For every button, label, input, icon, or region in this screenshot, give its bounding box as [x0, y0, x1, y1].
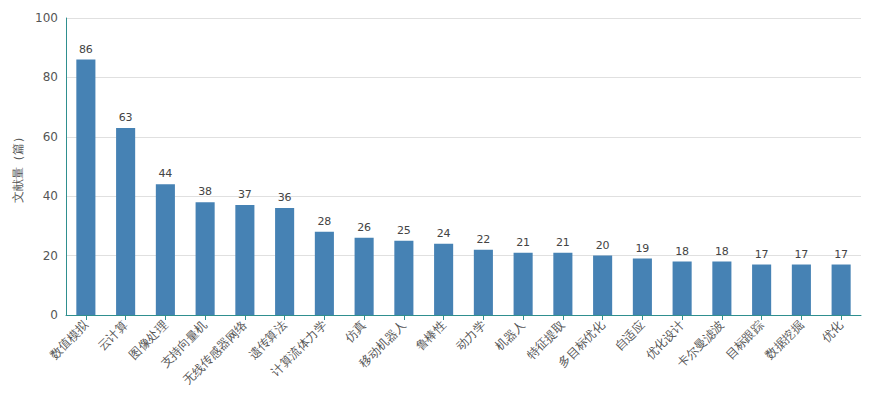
svg-text:支持向量机: 支持向量机: [157, 318, 211, 371]
svg-text:优化: 优化: [819, 318, 846, 345]
svg-text:动力学: 动力学: [453, 318, 488, 353]
svg-text:17: 17: [755, 248, 769, 261]
svg-text:遗传算法: 遗传算法: [245, 318, 290, 362]
svg-text:17: 17: [794, 248, 808, 261]
svg-text:卡尔曼滤波: 卡尔曼滤波: [674, 318, 726, 370]
svg-text:自适应: 自适应: [612, 318, 647, 353]
svg-text:80: 80: [43, 70, 58, 84]
svg-text:24: 24: [437, 227, 451, 240]
svg-text:86: 86: [79, 43, 93, 56]
svg-text:18: 18: [675, 245, 689, 258]
svg-text:数据挖掘: 数据挖掘: [762, 318, 806, 362]
svg-text:机器人: 机器人: [493, 318, 528, 353]
svg-text:44: 44: [158, 167, 172, 180]
svg-text:38: 38: [198, 185, 212, 198]
svg-text:移动机器人: 移动机器人: [356, 318, 408, 370]
svg-text:18: 18: [715, 245, 729, 258]
svg-text:仿真: 仿真: [341, 318, 369, 346]
svg-text:数值模拟: 数值模拟: [47, 317, 92, 362]
svg-text:目标跟踪: 目标跟踪: [723, 318, 767, 362]
svg-text:20: 20: [596, 239, 610, 252]
svg-text:多目标优化: 多目标优化: [555, 318, 607, 370]
svg-text:0: 0: [50, 308, 58, 322]
svg-text:优化设计: 优化设计: [643, 318, 688, 362]
svg-text:17: 17: [834, 248, 848, 261]
svg-text:特征提取: 特征提取: [524, 318, 568, 362]
svg-text:25: 25: [397, 224, 411, 237]
svg-text:40: 40: [43, 189, 58, 203]
svg-text:计算流体力学: 计算流体力学: [269, 318, 330, 379]
svg-text:21: 21: [556, 236, 570, 249]
svg-text:21: 21: [516, 236, 530, 249]
svg-text:云计算: 云计算: [95, 318, 130, 353]
svg-text:22: 22: [476, 233, 490, 246]
svg-text:63: 63: [119, 111, 133, 124]
svg-text:鲁棒性: 鲁棒性: [413, 318, 448, 353]
svg-text:28: 28: [317, 215, 331, 228]
svg-text:60: 60: [43, 130, 58, 144]
svg-text:无线传感器网络: 无线传感器网络: [181, 318, 250, 387]
svg-text:37: 37: [238, 188, 252, 201]
svg-text:文献量（篇）: 文献量（篇）: [11, 131, 25, 203]
svg-text:100: 100: [35, 11, 58, 25]
svg-text:20: 20: [43, 249, 58, 263]
svg-text:26: 26: [357, 221, 371, 234]
svg-text:36: 36: [278, 191, 292, 204]
svg-text:19: 19: [635, 242, 649, 255]
svg-text:图像处理: 图像处理: [126, 318, 171, 362]
